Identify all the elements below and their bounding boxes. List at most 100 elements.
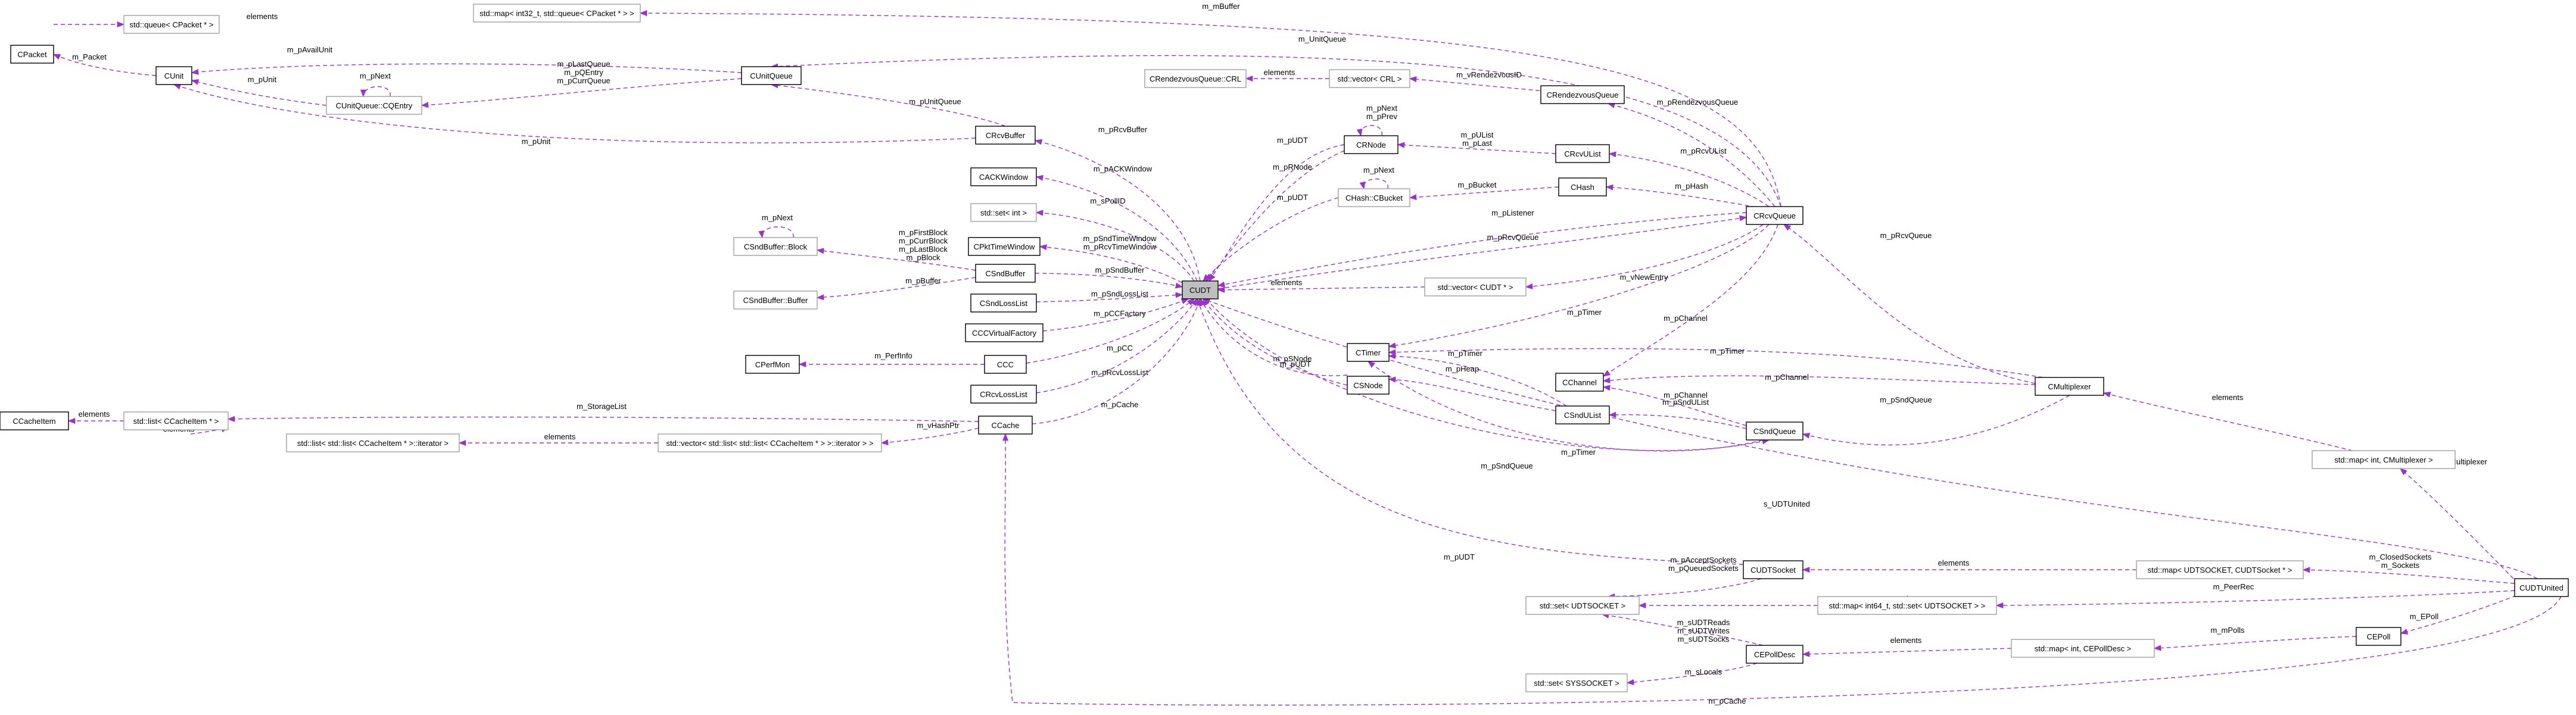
node-box-listcache[interactable] (123, 411, 229, 430)
node-ctimer[interactable]: CTimer (1347, 343, 1390, 362)
node-box-ctimer[interactable] (1347, 343, 1390, 362)
edge-label-m-pudt: m_pUDT (1277, 193, 1308, 202)
node-box-setint[interactable] (970, 203, 1037, 222)
node-ccc[interactable]: CCC (984, 355, 1027, 374)
node-box-cepoll[interactable] (2356, 627, 2401, 646)
node-box-cepolldesc[interactable] (1746, 645, 1803, 664)
node-box-vecudt[interactable] (1424, 277, 1527, 296)
node-box-chash[interactable] (1558, 177, 1607, 196)
node-box-cackwindow[interactable] (970, 167, 1037, 186)
node-crcvbuffer[interactable]: CRcvBuffer (975, 126, 1036, 145)
node-box-csndqueue[interactable] (1746, 421, 1803, 441)
node-box-setsys[interactable] (1525, 673, 1628, 692)
node-vecllist[interactable]: std::vector< std::list< std::list< CCach… (658, 433, 882, 452)
node-cbucket[interactable]: CHash::CBucket (1338, 188, 1410, 207)
node-box-ccacheitem[interactable] (0, 411, 69, 430)
node-ccache[interactable]: CCache (978, 416, 1033, 435)
node-mapsock[interactable]: std::map< UDTSOCKET, CUDTSocket * > (2136, 560, 2304, 579)
node-box-sndbuffer[interactable] (733, 291, 818, 310)
node-csndbuffer[interactable]: CSndBuffer (975, 264, 1036, 283)
node-mapepoll[interactable]: std::map< int, CEPollDesc > (2011, 639, 2155, 658)
node-cpkttimewindow[interactable]: CPktTimeWindow (968, 237, 1041, 256)
node-box-ccache[interactable] (978, 416, 1033, 435)
node-box-crcvbuffer[interactable] (975, 126, 1036, 145)
node-box-crnode[interactable] (1344, 135, 1398, 154)
node-cmultiplexer[interactable]: CMultiplexer (2035, 377, 2104, 396)
node-setint[interactable]: std::set< int > (970, 203, 1037, 222)
node-cccvirtualfactory[interactable]: CCCVirtualFactory (965, 323, 1044, 342)
node-cepolldesc[interactable]: CEPollDesc (1746, 645, 1803, 664)
node-box-queue[interactable] (123, 15, 220, 34)
node-listcache[interactable]: std::list< CCacheItem * > (123, 411, 229, 430)
node-box-csndbuffer[interactable] (975, 264, 1036, 283)
node-box-cunitqueue[interactable] (741, 66, 802, 85)
node-box-mappeer[interactable] (1817, 596, 1997, 615)
node-box-cudt[interactable] (1182, 280, 1219, 299)
node-box-cunit[interactable] (155, 66, 192, 85)
node-cqentry[interactable]: CUnitQueue::CQEntry (326, 96, 422, 115)
node-crendezvousqueuecrl[interactable]: CRendezvousQueue::CRL (1144, 69, 1247, 88)
node-box-cccvirtualfactory[interactable] (965, 323, 1044, 342)
node-box-listiter[interactable] (286, 433, 460, 452)
node-box-mapepoll[interactable] (2011, 639, 2155, 658)
node-box-mapq[interactable] (473, 4, 641, 23)
node-box-crendezvousqueue[interactable] (1540, 85, 1625, 104)
node-box-mapsock[interactable] (2136, 560, 2304, 579)
node-setudt[interactable]: std::set< UDTSOCKET > (1525, 596, 1640, 615)
node-box-crcvqueue[interactable] (1746, 206, 1803, 225)
node-box-cmultiplexer[interactable] (2035, 377, 2104, 396)
node-csndqueue[interactable]: CSndQueue (1746, 421, 1803, 441)
node-cchannel[interactable]: CChannel (1555, 373, 1604, 392)
node-box-mapmux[interactable] (2312, 450, 2456, 469)
node-mapmux[interactable]: std::map< int, CMultiplexer > (2312, 450, 2456, 469)
node-cudtunited[interactable]: CUDTUnited (2514, 578, 2569, 597)
node-box-ccc[interactable] (984, 355, 1027, 374)
node-ccacheitem[interactable]: CCacheItem (0, 411, 69, 430)
node-crcvqueue[interactable]: CRcvQueue (1746, 206, 1803, 225)
node-cunit[interactable]: CUnit (155, 66, 192, 85)
node-mappeer[interactable]: std::map< int64_t, std::set< UDTSOCKET >… (1817, 596, 1997, 615)
node-cepoll[interactable]: CEPoll (2356, 627, 2401, 646)
node-box-csndlosslist[interactable] (970, 294, 1037, 313)
node-box-vecllist[interactable] (658, 433, 882, 452)
node-cpacket[interactable]: CPacket (10, 45, 54, 64)
node-box-veccrl[interactable] (1329, 69, 1410, 88)
node-box-sndblock[interactable] (733, 237, 818, 256)
node-crendezvousqueue[interactable]: CRendezvousQueue (1540, 85, 1625, 104)
node-box-cperfmon[interactable] (745, 355, 800, 374)
node-box-setudt[interactable] (1525, 596, 1640, 615)
node-sndblock[interactable]: CSndBuffer::Block (733, 237, 818, 256)
node-listiter[interactable]: std::list< std::list< CCacheItem * >::it… (286, 433, 460, 452)
node-vecudt[interactable]: std::vector< CUDT * > (1424, 277, 1527, 296)
node-csndulist[interactable]: CSndUList (1555, 405, 1610, 424)
node-box-cudtsocket[interactable] (1743, 560, 1803, 579)
node-box-cchannel[interactable] (1555, 373, 1604, 392)
node-box-cbucket[interactable] (1338, 188, 1410, 207)
node-crcvlosslist[interactable]: CRcvLossList (970, 385, 1037, 404)
node-box-csndulist[interactable] (1555, 405, 1610, 424)
node-cunitqueue[interactable]: CUnitQueue (741, 66, 802, 85)
node-crcvulist[interactable]: CRcvUList (1555, 144, 1610, 163)
node-csndlosslist[interactable]: CSndLossList (970, 294, 1037, 313)
node-veccrl[interactable]: std::vector< CRL > (1329, 69, 1410, 88)
node-cackwindow[interactable]: CACKWindow (970, 167, 1037, 186)
node-box-cudtunited[interactable] (2514, 578, 2569, 597)
node-sndbuffer[interactable]: CSndBuffer::Buffer (733, 291, 818, 310)
node-box-cpkttimewindow[interactable] (968, 237, 1041, 256)
node-box-csnode[interactable] (1347, 376, 1390, 395)
node-box-crendezvousqueuecrl[interactable] (1144, 69, 1247, 88)
edge-label-m-vrendezvousid: m_vRendezvousID (1456, 70, 1522, 79)
node-cperfmon[interactable]: CPerfMon (745, 355, 800, 374)
node-setsys[interactable]: std::set< SYSSOCKET > (1525, 673, 1628, 692)
node-chash[interactable]: CHash (1558, 177, 1607, 196)
node-box-cqentry[interactable] (326, 96, 422, 115)
node-crnode[interactable]: CRNode (1344, 135, 1398, 154)
node-csnode[interactable]: CSNode (1347, 376, 1390, 395)
node-box-crcvulist[interactable] (1555, 144, 1610, 163)
node-queue[interactable]: std::queue< CPacket * > (123, 15, 220, 34)
node-mapq[interactable]: std::map< int32_t, std::queue< CPacket *… (473, 4, 641, 23)
node-cudtsocket[interactable]: CUDTSocket (1743, 560, 1803, 579)
node-box-cpacket[interactable] (10, 45, 54, 64)
node-cudt[interactable]: CUDT (1182, 280, 1219, 299)
node-box-crcvlosslist[interactable] (970, 385, 1037, 404)
